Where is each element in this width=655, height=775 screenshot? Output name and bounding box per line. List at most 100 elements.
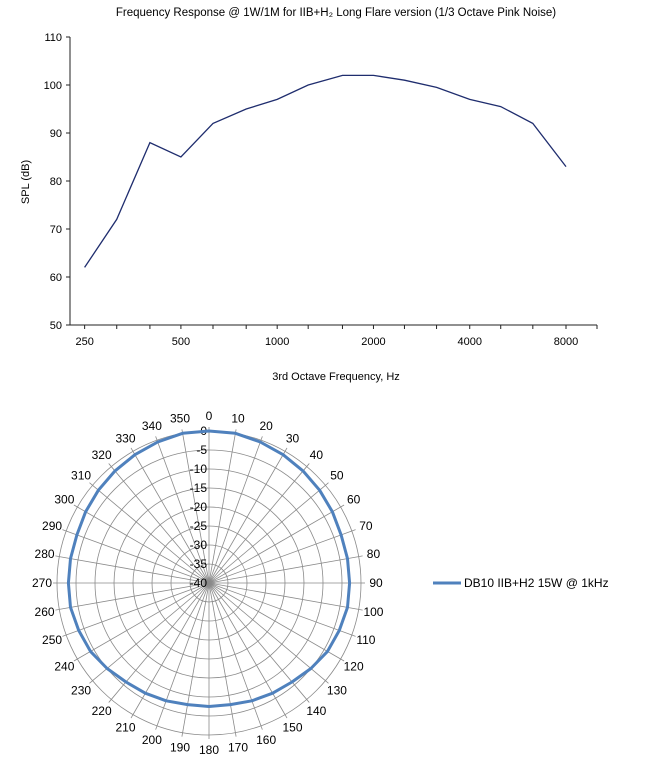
x-tick-label: 4000 — [457, 336, 481, 348]
line-chart-y-axis-label: SPL (dB) — [20, 160, 32, 204]
polar-radial-label: -20 — [190, 500, 208, 514]
polar-angle-label: 260 — [35, 605, 55, 619]
polar-tick — [155, 436, 158, 441]
polar-spoke — [66, 530, 210, 584]
polar-radial-label: -25 — [190, 519, 208, 533]
polar-tick — [55, 609, 60, 611]
polar-radial-label: -10 — [190, 462, 208, 476]
polar-spoke — [110, 466, 210, 584]
line-chart-x-axis-label: 3rd Octave Frequency, Hz — [272, 371, 400, 383]
polar-angle-label: 140 — [306, 704, 326, 718]
polar-angle-label: 180 — [199, 743, 219, 757]
x-tick-label: 8000 — [554, 336, 578, 348]
y-tick-label: 100 — [44, 80, 62, 92]
polar-tick — [62, 529, 67, 532]
polar-series — [66, 429, 352, 708]
polar-spoke — [77, 582, 210, 660]
polar-spoke — [66, 582, 210, 636]
polar-angle-label: 110 — [356, 633, 375, 647]
polar-tick — [358, 555, 363, 557]
polar-tick — [181, 732, 183, 737]
polar-tick — [325, 482, 329, 486]
polar-tick — [260, 436, 263, 441]
polar-spoke — [208, 484, 326, 584]
polar-tick — [325, 680, 329, 684]
polar-angle-label: 20 — [259, 419, 273, 433]
line-chart-series — [84, 74, 567, 268]
polar-grid — [53, 427, 365, 739]
polar-tick — [306, 699, 310, 703]
polar-spoke — [110, 582, 210, 700]
polar-spoke — [208, 556, 359, 584]
polar-angle-label: 280 — [35, 547, 55, 561]
polar-legend: DB10 IIB+H2 15W @ 1kHz — [433, 576, 609, 590]
polar-angle-label: 300 — [54, 493, 74, 507]
polar-angle-label: 270 — [32, 576, 52, 590]
polar-angle-label: 210 — [115, 721, 135, 735]
polar-spoke — [208, 582, 352, 636]
polar-spoke — [182, 433, 210, 584]
line-chart-axes — [69, 37, 597, 326]
line-chart-title: Frequency Response @ 1W/1M for IIB+H₂ Lo… — [116, 7, 556, 19]
polar-tick — [62, 634, 67, 637]
polar-spoke — [182, 582, 210, 733]
polar-radial-label: -35 — [190, 557, 208, 571]
polar-tick — [358, 609, 363, 611]
polar-angle-label: 310 — [71, 469, 91, 483]
polar-tick — [306, 463, 310, 467]
polar-tick — [351, 634, 356, 637]
polar-tick — [108, 463, 112, 467]
polar-spoke — [132, 451, 210, 584]
polar-spoke — [92, 582, 210, 682]
polar-angle-label: 100 — [363, 605, 383, 619]
polar-angle-label: 220 — [92, 704, 112, 718]
polar-angle-label: 150 — [282, 721, 302, 735]
polar-tick — [284, 714, 288, 719]
polar-spoke — [208, 451, 286, 584]
polar-angle-label: 120 — [344, 660, 364, 674]
polar-tick — [351, 529, 356, 532]
polar-spoke — [208, 582, 308, 700]
polar-angle-label: 230 — [71, 683, 91, 697]
polar-angle-label: 160 — [256, 733, 276, 747]
frequency-response-chart: Frequency Response @ 1W/1M for IIB+H₂ Lo… — [20, 7, 598, 383]
polar-angle-label: 320 — [92, 448, 112, 462]
line-chart-x-ticks: 250 500 1000 2000 4000 8000 — [75, 325, 598, 348]
polar-spoke — [77, 506, 210, 584]
y-tick-label: 90 — [50, 128, 62, 140]
polar-angle-label: 290 — [42, 519, 62, 533]
y-tick-label: 80 — [50, 176, 62, 188]
polar-angle-label: 350 — [170, 412, 190, 426]
x-tick-label: 500 — [172, 336, 190, 348]
polar-spoke — [208, 466, 308, 584]
polar-spoke — [59, 582, 210, 610]
polar-spoke — [208, 582, 236, 733]
polar-angle-label: 50 — [330, 469, 344, 483]
x-tick-label: 2000 — [361, 336, 385, 348]
polar-tick — [130, 714, 134, 719]
line-chart-y-ticks: 50 60 70 80 90 100 110 — [44, 32, 70, 332]
polar-angle-label: 60 — [347, 493, 361, 507]
frequency-response-line — [84, 74, 567, 268]
polar-spoke — [208, 440, 262, 584]
polar-angle-label: 10 — [231, 412, 245, 426]
polar-tick — [55, 555, 60, 557]
polar-angle-label: 130 — [327, 683, 347, 697]
polar-spoke — [156, 440, 210, 584]
polar-angle-label: 340 — [142, 419, 162, 433]
polar-angle-label: 330 — [115, 431, 135, 445]
y-tick-label: 70 — [50, 224, 62, 236]
polar-tick — [340, 504, 345, 508]
x-tick-label: 250 — [75, 336, 93, 348]
polar-angle-label: 0 — [206, 409, 213, 423]
polar-tick — [89, 482, 93, 486]
polar-angle-label: 30 — [286, 431, 300, 445]
polar-spoke — [59, 556, 210, 584]
polar-angle-label: 240 — [54, 660, 74, 674]
polar-tick — [73, 658, 78, 662]
polar-radial-label: -15 — [190, 481, 208, 495]
polar-angle-label: 90 — [369, 576, 383, 590]
